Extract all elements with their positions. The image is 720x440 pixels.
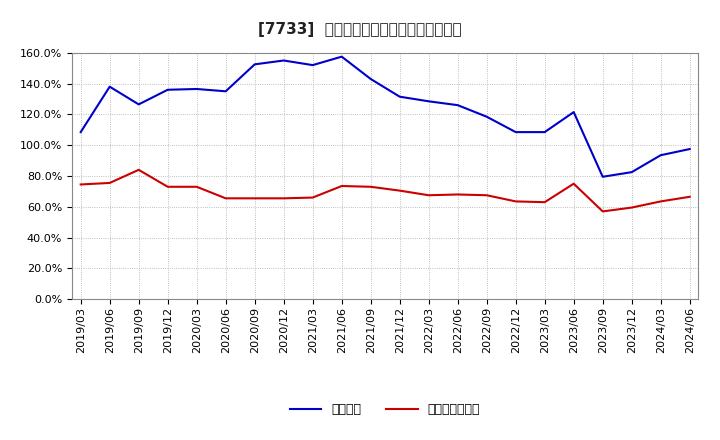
固定比率 (424, 99, 433, 104)
固定比率 (163, 87, 172, 92)
固定比率 (570, 110, 578, 115)
固定比率 (279, 58, 288, 63)
固定比率 (657, 153, 665, 158)
固定長期適合率 (366, 184, 375, 189)
固定長期適合率 (598, 209, 607, 214)
固定長期適合率 (482, 193, 491, 198)
固定長期適合率 (135, 167, 143, 172)
固定比率 (627, 169, 636, 175)
Text: [7733]  固定比率、固定長期適合率の推移: [7733] 固定比率、固定長期適合率の推移 (258, 22, 462, 37)
固定長期適合率 (279, 196, 288, 201)
固定長期適合率 (541, 200, 549, 205)
固定長期適合率 (221, 196, 230, 201)
固定長期適合率 (454, 192, 462, 197)
固定比率 (598, 174, 607, 180)
固定比率 (221, 88, 230, 94)
固定比率 (192, 86, 201, 92)
固定長期適合率 (308, 195, 317, 200)
固定長期適合率 (251, 196, 259, 201)
固定長期適合率 (76, 182, 85, 187)
Line: 固定長期適合率: 固定長期適合率 (81, 170, 690, 212)
固定長期適合率 (685, 194, 694, 199)
固定長期適合率 (424, 193, 433, 198)
固定長期適合率 (570, 181, 578, 187)
固定比率 (395, 94, 404, 99)
固定比率 (541, 129, 549, 135)
固定比率 (366, 77, 375, 82)
固定長期適合率 (105, 180, 114, 186)
固定比率 (482, 114, 491, 119)
Legend: 固定比率, 固定長期適合率: 固定比率, 固定長期適合率 (285, 398, 485, 421)
固定比率 (338, 54, 346, 59)
固定比率 (76, 129, 85, 135)
固定長期適合率 (627, 205, 636, 210)
固定長期適合率 (511, 199, 520, 204)
固定比率 (308, 62, 317, 68)
固定比率 (251, 62, 259, 67)
固定比率 (105, 84, 114, 89)
固定比率 (135, 102, 143, 107)
固定長期適合率 (192, 184, 201, 189)
固定比率 (685, 147, 694, 152)
固定長期適合率 (163, 184, 172, 189)
固定比率 (454, 103, 462, 108)
固定長期適合率 (657, 199, 665, 204)
Line: 固定比率: 固定比率 (81, 57, 690, 177)
固定長期適合率 (395, 188, 404, 193)
固定長期適合率 (338, 183, 346, 189)
固定比率 (511, 129, 520, 135)
